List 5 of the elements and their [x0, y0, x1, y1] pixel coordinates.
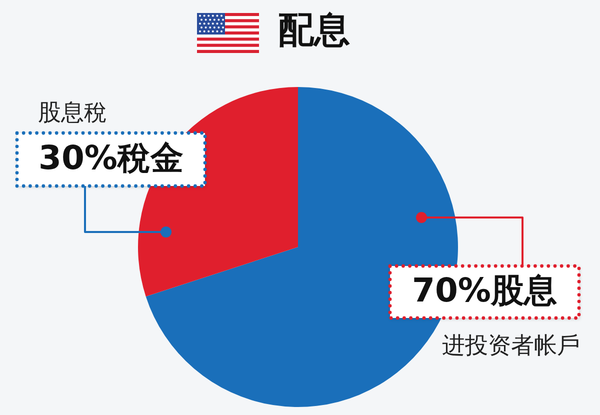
- data-label: 30%稅金: [38, 138, 184, 178]
- data-label: 70%股息: [412, 270, 557, 310]
- slice-label: 进投资者帐戶: [442, 332, 580, 359]
- slice-label: 股息稅: [38, 100, 107, 126]
- chart-title: 配息: [278, 10, 350, 51]
